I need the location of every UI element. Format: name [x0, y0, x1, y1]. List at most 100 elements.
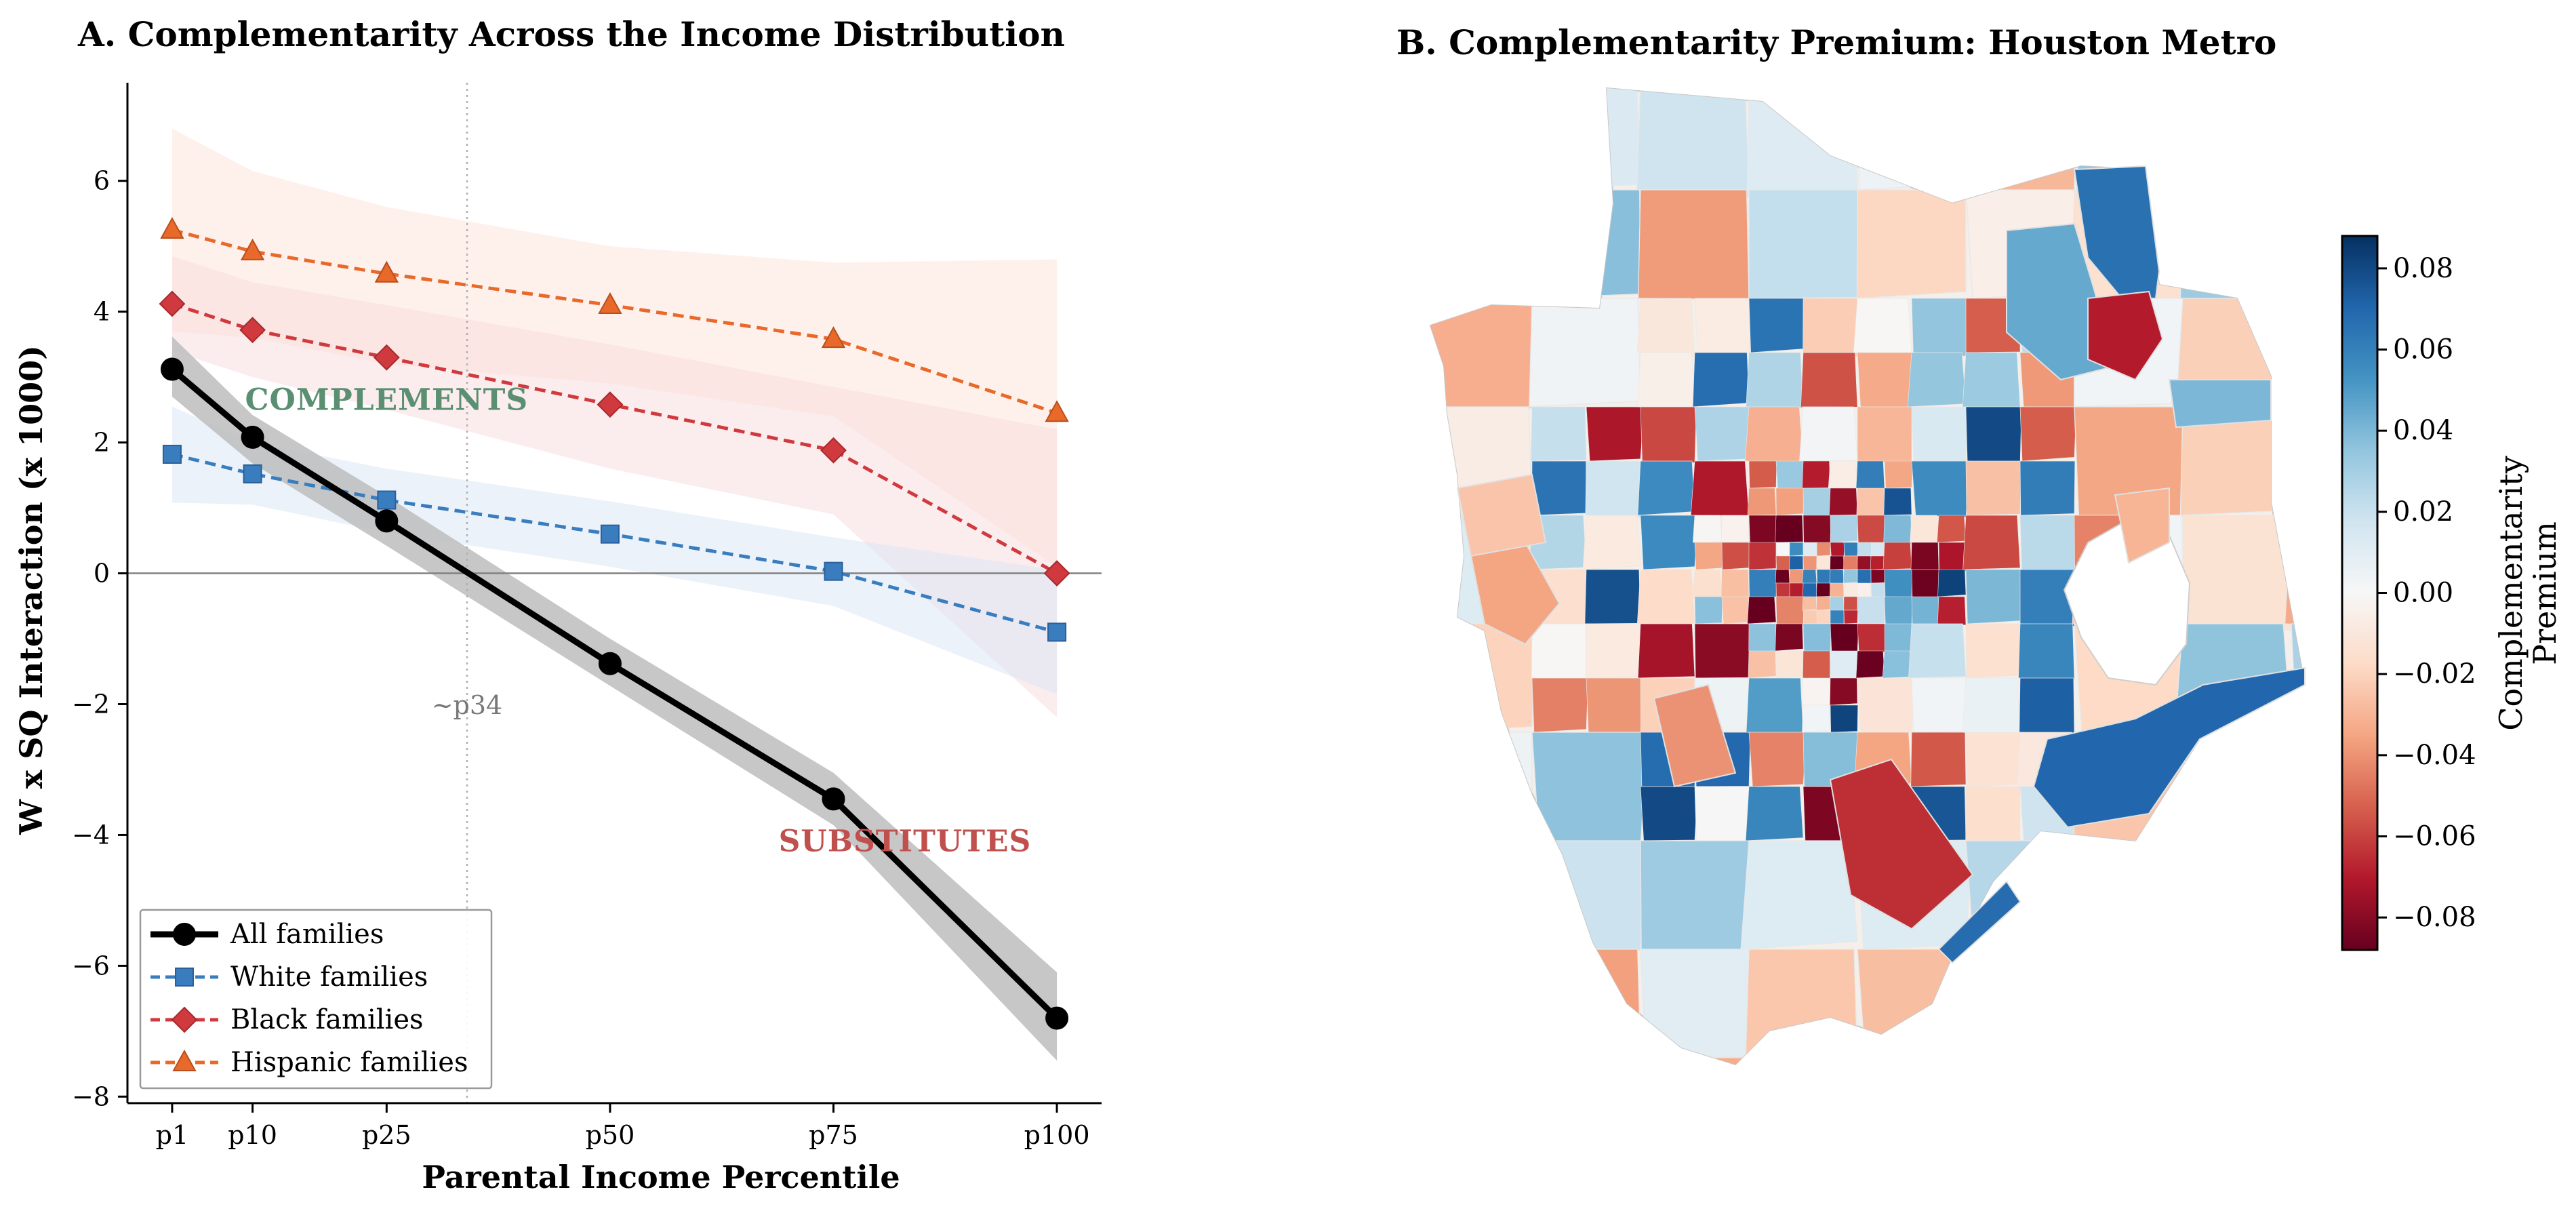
- tract: [1962, 677, 2021, 735]
- tract: [1907, 352, 1967, 407]
- tract: [2178, 732, 2292, 841]
- tract: [1430, 189, 1533, 299]
- data-point: [243, 464, 262, 483]
- legend-box: [139, 909, 493, 1090]
- tract: [1855, 650, 1885, 679]
- tract: [1803, 610, 1818, 624]
- data-point: [374, 260, 399, 283]
- tract: [1586, 677, 1643, 736]
- tract: [1636, 569, 1695, 624]
- tract: [1748, 732, 1807, 787]
- tract: [1531, 732, 1648, 848]
- tract: [1829, 596, 1845, 612]
- colorbar-tick-label: 0.02: [2393, 496, 2453, 528]
- data-point: [239, 317, 266, 344]
- houston-choropleth-map: [1430, 87, 2306, 1065]
- tract: [1789, 555, 1804, 570]
- tract: [1855, 460, 1885, 490]
- data-point: [377, 490, 397, 510]
- series-lines: [159, 216, 1070, 1030]
- tract: [1857, 515, 1886, 543]
- tract: [2282, 88, 2305, 193]
- tract: [2179, 189, 2292, 300]
- data-point: [600, 524, 620, 544]
- tract: [1857, 542, 1872, 557]
- tract: [1965, 732, 2021, 787]
- tract: [2074, 949, 2190, 1058]
- tract: [1690, 460, 1750, 516]
- data-point: [373, 344, 400, 371]
- tract: [1692, 569, 1723, 598]
- tract: [1816, 582, 1831, 597]
- data-point: [824, 561, 843, 581]
- tract: [1830, 610, 1845, 624]
- tract: [1775, 650, 1804, 679]
- data-point: [1045, 1006, 1069, 1030]
- tract: [2074, 1057, 2186, 1065]
- tract: [1965, 569, 2022, 624]
- tract: [1911, 569, 1940, 599]
- tract: [2182, 840, 2295, 951]
- panel-a-chart: A. Complementarity Across the Income Dis…: [13, 14, 1102, 1195]
- tract: [1775, 488, 1804, 516]
- tract: [1775, 555, 1790, 570]
- tract: [1748, 569, 1777, 597]
- y-tick-label: 6: [94, 166, 110, 196]
- tract: [1870, 569, 1885, 584]
- tract: [1720, 515, 1750, 543]
- tract: [1640, 786, 1698, 841]
- tract: [1856, 488, 1885, 517]
- tract: [1830, 623, 1859, 653]
- tract: [1857, 406, 1912, 464]
- tract: [1582, 515, 1641, 570]
- tract: [1529, 298, 1641, 407]
- tract: [1775, 623, 1804, 652]
- tract: [1636, 298, 1695, 357]
- tract: [1849, 1057, 1967, 1065]
- tract: [1843, 555, 1858, 570]
- tract: [1746, 88, 1858, 195]
- data-point: [240, 238, 265, 260]
- tract: [1910, 542, 1939, 570]
- data-point: [171, 1006, 198, 1033]
- colorbar-tick-label: −0.02: [2393, 658, 2476, 690]
- tract: [1802, 677, 1831, 707]
- tract: [2019, 677, 2075, 736]
- tract: [1789, 542, 1804, 557]
- tract: [1802, 596, 1817, 611]
- annotations: COMPLEMENTS SUBSTITUTES: [245, 382, 1031, 858]
- panel-a-title: A. Complementarity Across the Income Dis…: [77, 14, 1065, 54]
- tract: [1637, 189, 1750, 300]
- tract: [1746, 352, 1804, 409]
- data-point: [598, 292, 622, 315]
- tract: [1740, 840, 1858, 950]
- tract: [2282, 1057, 2305, 1065]
- tract: [1694, 298, 1752, 354]
- tract: [1745, 786, 1804, 841]
- data-point: [820, 437, 847, 464]
- tract: [2074, 840, 2192, 950]
- tract: [1828, 460, 1858, 489]
- x-axis-ticks: p1 p10 p25 p50 p75 p100: [156, 1103, 1090, 1150]
- data-point: [822, 787, 845, 811]
- tract: [1883, 542, 1912, 570]
- tract: [1965, 88, 2076, 193]
- tract: [1830, 555, 1845, 570]
- colorbar-tick-label: −0.06: [2393, 820, 2476, 852]
- tract: [1775, 569, 1790, 584]
- tract: [1816, 610, 1831, 624]
- tract: [1884, 596, 1913, 627]
- tract: [1937, 515, 1967, 543]
- panel-b-map: B. Complementarity Premium: Houston Metr…: [1396, 22, 2563, 1065]
- tract: [1816, 596, 1831, 611]
- tract: [1803, 488, 1831, 517]
- census-tracts: [1430, 88, 2305, 1065]
- tract: [2168, 379, 2272, 429]
- tract: [1775, 542, 1791, 557]
- tract: [1721, 596, 1751, 624]
- panel-b-title: B. Complementarity Premium: Houston Metr…: [1396, 22, 2276, 62]
- tract: [1957, 949, 2075, 1063]
- x-tick-label: p100: [1024, 1120, 1090, 1150]
- tract: [2019, 406, 2077, 462]
